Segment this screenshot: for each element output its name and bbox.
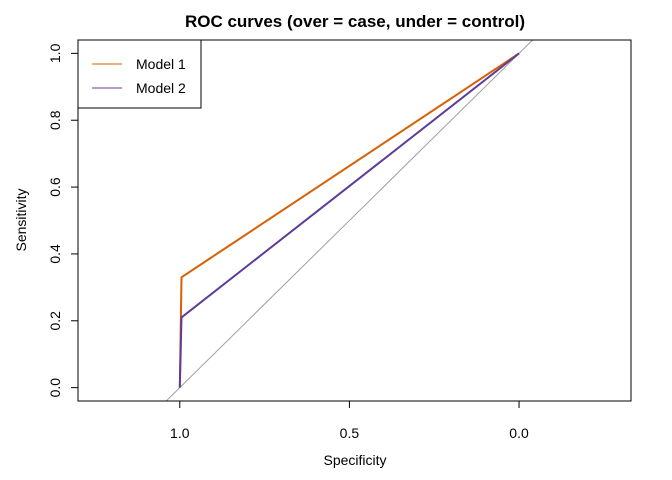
legend-label: Model 2	[136, 80, 186, 96]
x-axis-label: Specificity	[323, 452, 386, 468]
x-tick-label: 0.0	[509, 425, 529, 441]
legend-box	[77, 39, 202, 109]
chart-title: ROC curves (over = case, under = control…	[185, 12, 525, 31]
plot-frame	[77, 39, 632, 402]
axes: 1.0 0.5 0.0 0.0 0.2 0.4 0.6 0.8 1.0	[47, 43, 529, 441]
y-tick-label: 1.0	[47, 43, 63, 63]
x-tick-label: 0.5	[340, 425, 360, 441]
y-axis-label: Sensitivity	[13, 188, 29, 251]
y-tick-label: 0.0	[47, 378, 63, 398]
x-tick-label: 1.0	[170, 425, 190, 441]
reference-diagonal-line	[165, 40, 534, 401]
y-tick-label: 0.8	[47, 110, 63, 130]
y-tick-label: 0.2	[47, 311, 63, 331]
y-tick-label: 0.6	[47, 177, 63, 197]
legend: Model 1 Model 2	[77, 39, 202, 109]
y-tick-label: 0.4	[47, 244, 63, 264]
plot-area	[165, 40, 534, 401]
series-line-model-2	[178, 52, 520, 388]
legend-label: Model 1	[136, 56, 186, 72]
